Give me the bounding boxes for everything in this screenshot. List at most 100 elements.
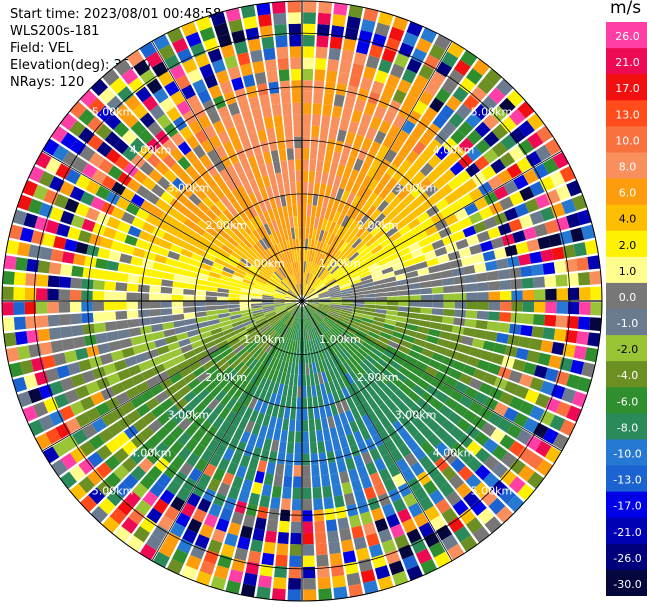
range-gate <box>24 287 37 300</box>
range-gate <box>138 275 151 285</box>
range-gate <box>454 309 467 318</box>
range-gate <box>276 137 286 150</box>
range-gate <box>258 239 268 251</box>
range-gate <box>219 420 231 434</box>
range-gate <box>385 345 398 355</box>
range-gate <box>322 485 333 499</box>
range-gate <box>257 14 272 27</box>
range-gate <box>350 254 362 265</box>
range-gate <box>523 361 537 376</box>
range-gate <box>241 367 252 379</box>
range-gate <box>327 58 340 72</box>
range-gate <box>321 172 329 185</box>
range-gate <box>155 219 170 231</box>
range-gate <box>289 216 294 229</box>
range-gate <box>216 292 229 297</box>
range-gate <box>367 496 381 511</box>
range-gate <box>278 254 286 266</box>
range-gate <box>540 340 554 353</box>
range-gate <box>147 465 163 481</box>
range-gate <box>272 320 282 330</box>
range-gate <box>231 175 243 188</box>
range-gate <box>148 419 163 434</box>
range-gate <box>341 305 353 309</box>
range-gate <box>331 326 342 336</box>
range-gate <box>250 298 263 301</box>
range-gate <box>544 275 557 288</box>
range-gate <box>290 287 299 297</box>
range-gate <box>259 225 269 237</box>
range-gate <box>354 241 366 252</box>
range-gate <box>203 513 218 528</box>
range-gate <box>192 443 206 458</box>
range-gate <box>199 262 212 271</box>
range-gate <box>291 273 297 285</box>
range-gate <box>373 343 386 354</box>
range-gate <box>321 359 329 372</box>
range-gate <box>371 507 385 522</box>
range-gate <box>375 253 388 263</box>
range-gate <box>172 354 186 365</box>
range-gate <box>462 265 476 275</box>
range-gate <box>212 95 227 110</box>
range-gate <box>272 12 287 26</box>
range-gate <box>497 269 511 280</box>
range-gate <box>296 306 301 318</box>
range-gate <box>322 256 330 268</box>
range-ring-label: 4.00km <box>433 447 475 460</box>
range-gate <box>132 418 148 433</box>
range-gate <box>427 448 442 464</box>
range-gate <box>482 472 500 489</box>
range-gate <box>163 264 176 274</box>
range-gate <box>229 314 242 320</box>
colorbar-tick-label: 13.0 <box>615 108 640 121</box>
range-gate <box>464 274 477 284</box>
range-gate <box>194 129 208 144</box>
range-gate <box>345 131 356 145</box>
range-gate <box>71 324 84 337</box>
range-gate <box>206 281 219 288</box>
range-gate <box>310 453 319 466</box>
range-gate <box>496 258 509 270</box>
range-gate <box>217 130 230 145</box>
range-gate <box>551 246 565 261</box>
range-gate <box>188 467 203 483</box>
range-gate <box>280 194 287 207</box>
range-gate <box>250 303 263 307</box>
range-gate <box>239 63 253 77</box>
range-gate <box>487 363 502 376</box>
range-gate <box>263 116 274 130</box>
range-gate <box>378 467 392 482</box>
range-gate <box>447 411 462 426</box>
range-gate <box>361 137 373 151</box>
range-gate <box>173 274 186 282</box>
range-gate <box>247 433 258 447</box>
range-gate <box>355 40 370 55</box>
range-gate <box>251 309 264 315</box>
range-gate <box>393 268 406 276</box>
range-gate <box>390 63 405 79</box>
range-gate <box>336 239 346 251</box>
range-gate <box>439 482 455 498</box>
range-gate <box>257 273 269 281</box>
range-gate <box>64 238 78 252</box>
range-gate <box>96 376 111 391</box>
range-gate <box>378 217 391 229</box>
range-gate <box>307 299 320 301</box>
range-gate <box>314 520 326 533</box>
range-gate <box>405 355 418 366</box>
range-gate <box>116 320 129 330</box>
range-gate <box>374 288 387 293</box>
range-gate <box>423 341 437 352</box>
range-gate <box>265 186 274 199</box>
range-gate <box>103 291 116 301</box>
range-gate <box>335 83 348 96</box>
range-gate <box>345 457 356 471</box>
range-gate <box>133 526 150 543</box>
range-gate <box>182 58 198 74</box>
range-gate <box>69 464 86 482</box>
range-gate <box>321 417 329 430</box>
range-gate <box>398 366 412 378</box>
range-gate <box>302 283 304 296</box>
range-gate <box>226 258 238 268</box>
